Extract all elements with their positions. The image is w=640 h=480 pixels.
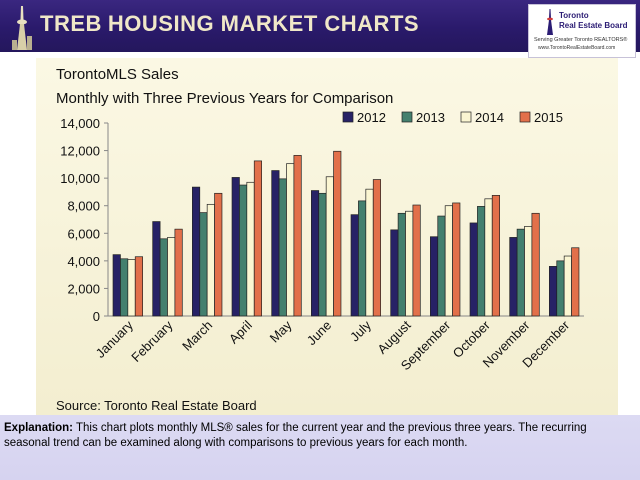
bar-2015-april: [253, 160, 262, 317]
bar-2013-march: [199, 212, 208, 317]
bar-2012-april: [231, 177, 240, 317]
explanation-body: This chart plots monthly MLS® sales for …: [4, 422, 587, 449]
bar-2015-march: [214, 192, 223, 317]
y-tick-label: 8,000: [67, 199, 100, 214]
bar-2013-september: [437, 215, 446, 317]
x-tick-label: July: [347, 317, 374, 344]
bar-2012-january: [112, 254, 121, 317]
bar-2013-june: [318, 192, 327, 317]
y-tick-label: 14,000: [60, 116, 100, 131]
bar-2015-june: [333, 150, 342, 317]
x-tick-label: June: [304, 318, 335, 349]
bar-2014-july: [365, 188, 374, 317]
bar-2013-february: [159, 238, 168, 317]
treb-logo: Toronto Real Estate Board Serving Greate…: [528, 4, 636, 58]
bar-2012-may: [271, 170, 280, 317]
bar-2012-july: [350, 214, 359, 317]
x-tick-label: May: [267, 317, 295, 345]
explanation-box: Explanation: This chart plots monthly ML…: [0, 415, 640, 480]
y-tick-label: 12,000: [60, 144, 100, 159]
legend-swatch-2015: [519, 111, 531, 123]
y-tick-label: 2,000: [67, 281, 100, 296]
bar-2014-march: [206, 203, 215, 317]
x-tick-label: March: [179, 318, 215, 354]
source-note: Source: Toronto Real Estate Board: [56, 398, 257, 413]
explanation-label: Explanation:: [4, 422, 74, 434]
bar-2014-september: [444, 205, 453, 317]
logo-name-line2: Real Estate Board: [559, 21, 628, 30]
bar-2015-february: [174, 228, 183, 317]
bar-2015-september: [452, 202, 461, 317]
header-brand: TREB: [40, 11, 102, 36]
bar-2014-january: [127, 259, 136, 317]
y-tick-label: 10,000: [60, 171, 100, 186]
bar-2013-december: [556, 260, 565, 317]
bar-2012-november: [509, 237, 518, 317]
bar-2013-april: [239, 184, 248, 317]
y-tick-label: 6,000: [67, 226, 100, 241]
bar-2013-august: [397, 212, 406, 317]
bar-2015-may: [293, 155, 302, 317]
bar-2015-july: [372, 179, 381, 317]
bar-2014-april: [246, 181, 255, 317]
y-tick-label: 4,000: [67, 254, 100, 269]
legend-label-2012: 2012: [357, 110, 386, 125]
bar-2015-january: [134, 256, 143, 317]
bar-2014-august: [405, 210, 414, 317]
bar-2015-october: [491, 195, 500, 317]
bar-2014-october: [484, 198, 493, 317]
bar-2013-october: [477, 206, 486, 317]
x-tick-label: August: [374, 317, 413, 356]
bar-2013-july: [358, 200, 367, 317]
bar-chart: 0 2,000 4,000 6,000 8,000 10,000 12,000 14,000 J…: [60, 110, 584, 373]
logo-tagline: Serving Greater Toronto REALTORS®: [534, 37, 628, 43]
bar-2012-march: [192, 186, 201, 317]
x-tick-label: April: [226, 317, 255, 346]
bar-2015-november: [531, 212, 540, 317]
header-title-text: HOUSING MARKET CHARTS: [107, 11, 420, 36]
bar-2013-november: [516, 228, 525, 317]
bar-2014-february: [167, 237, 176, 317]
bar-2012-october: [469, 222, 478, 317]
bar-2015-december: [571, 247, 580, 317]
bar-2012-september: [430, 236, 439, 317]
legend-swatch-2013: [401, 111, 413, 123]
legend-label-2014: 2014: [475, 110, 504, 125]
bar-2014-december: [563, 255, 572, 317]
legend-swatch-2014: [460, 111, 472, 123]
y-tick-label: 0: [93, 309, 100, 324]
chart-title: TorontoMLS Sales: [56, 66, 179, 83]
chart-subtitle: Monthly with Three Previous Years for Co…: [56, 90, 394, 107]
bar-2012-december: [549, 266, 558, 317]
bar-2012-august: [390, 229, 399, 317]
bar-2015-august: [412, 204, 421, 317]
bar-2014-may: [286, 163, 295, 317]
bar-2014-november: [524, 226, 533, 317]
logo-url: www.TorontoRealEstateBoard.com: [538, 45, 616, 51]
cn-tower-icon: [12, 6, 32, 50]
legend-swatch-2012: [342, 111, 354, 123]
bar-2012-february: [152, 221, 161, 317]
bar-2013-january: [120, 258, 129, 317]
x-tick-label: February: [128, 317, 176, 365]
explanation-text: Explanation: This chart plots monthly ML…: [4, 421, 634, 451]
legend-label-2015: 2015: [534, 110, 563, 125]
logo-tower-icon: [547, 9, 553, 35]
bar-2014-june: [325, 176, 334, 317]
logo-name-line1: Toronto: [559, 11, 589, 20]
legend-label-2013: 2013: [416, 110, 445, 125]
header-title: TREB HOUSING MARKET CHARTS: [40, 11, 419, 37]
bar-2013-may: [278, 178, 287, 317]
bar-2012-june: [311, 190, 320, 317]
